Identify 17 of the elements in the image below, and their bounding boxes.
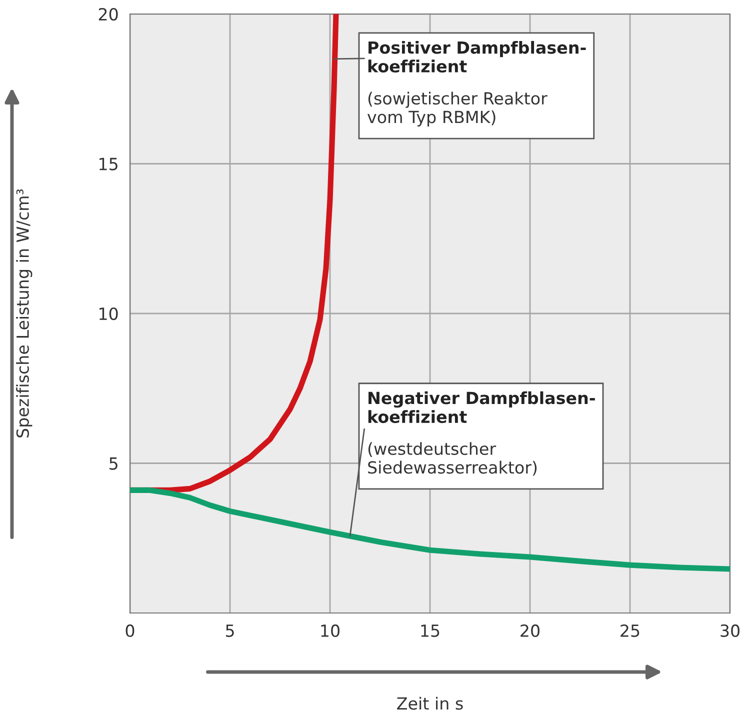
x-tick-label: 0 [126,624,134,638]
y-tick-label: 10 [100,307,118,320]
x-tick-label: 10 [321,624,340,638]
x-tick-label: 20 [520,624,540,638]
annotation: Positiver Dampfblasen- koeffizient [368,40,586,73]
y-tick-label: 5 [110,457,118,470]
y-tick-label: 20 [98,8,118,21]
y-tick-label: 15 [100,158,118,170]
annotation: Negativer Dampfblasen- koeffizient [368,391,595,424]
y-axis-title: Spezifische Leistung in W/cm³ [16,189,32,438]
x-axis-title: Zeit in s [397,696,463,710]
x-tick-label: 5 [226,624,234,638]
annotation: (sowjetischer Reaktor vom Typ RBMK) [367,92,548,127]
annotation: (westdeutscher Siedewasserreaktor) [368,442,537,476]
x-tick-label: 25 [620,624,640,638]
x-tick-label: 30 [720,624,740,638]
x-tick-label: 15 [421,624,440,638]
